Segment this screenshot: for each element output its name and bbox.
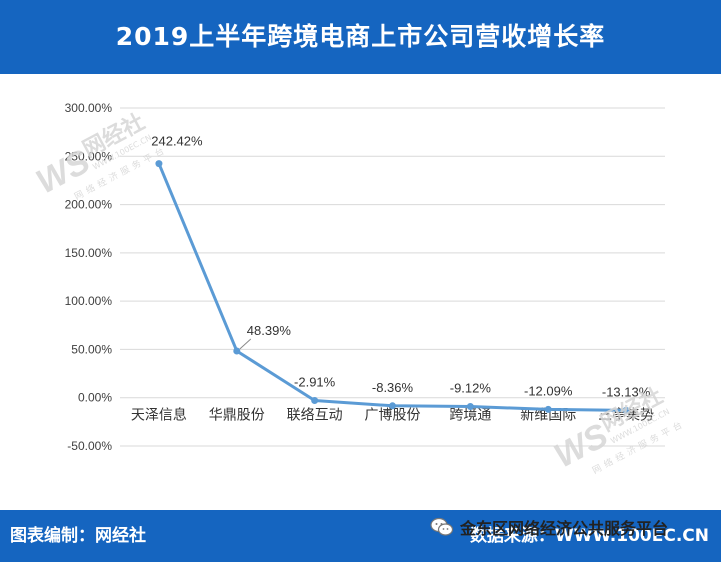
x-tick-label: 广博股份 <box>365 407 421 424</box>
data-source: 数据来源：WWW.100EC.CN <box>469 526 709 546</box>
data-point <box>311 397 319 405</box>
chart-title: 2019上半年跨境电商上市公司营收增长率 <box>115 22 606 51</box>
data-label: 242.42% <box>151 134 203 149</box>
data-label: -8.36% <box>372 380 414 395</box>
x-tick-label: 新维国际 <box>520 408 576 424</box>
wechat-icon <box>430 517 454 536</box>
data-point <box>233 347 241 355</box>
x-tick-label: 跨境通 <box>449 408 491 424</box>
x-tick-label: 联络互动 <box>287 408 343 424</box>
data-label: 48.39% <box>247 323 292 338</box>
data-label: -12.09% <box>524 383 573 398</box>
data-point <box>622 406 630 414</box>
data-label: -2.91% <box>294 375 336 390</box>
y-tick-label: 250.00% <box>65 149 113 163</box>
x-tick-label: 天泽信息 <box>131 407 187 424</box>
line-chart: 300.00% 250.00% 200.00% 150.00% 100.00% 50.00… <box>65 101 665 453</box>
watermark-logo-top: WS 网经社 WWW.100EC.CN 网络经济服务平台 <box>30 109 170 203</box>
data-point <box>389 402 396 410</box>
watermark-logo-bottom: WS 网经社 WWW.100EC.CN 网络经济服务平台 <box>548 383 688 477</box>
y-tick-label: 100.00% <box>65 294 113 308</box>
title-bar <box>0 0 721 74</box>
wechat-account-overlay: 金东区网络经济公共服务平台 <box>430 512 668 542</box>
y-tick-label: 300.00% <box>65 101 113 115</box>
data-point <box>466 403 474 411</box>
chart-area: 300.00% 250.00% 200.00% 150.00% 100.00% 50.00… <box>0 74 721 510</box>
y-tick-label: 150.00% <box>65 246 113 260</box>
wechat-account-name: 金东区网络经济公共服务平台 <box>460 519 669 538</box>
data-label: -9.12% <box>450 381 492 396</box>
footer-bar: 图表编制：网经社 数据来源：WWW.100EC.CN <box>0 510 721 562</box>
y-tick-label: 200.00% <box>65 198 113 212</box>
data-label: -13.13% <box>602 384 651 399</box>
y-tick-label: 50.00% <box>71 342 112 356</box>
data-label-leader <box>239 338 252 350</box>
y-tick-label: 0.00% <box>78 391 112 405</box>
y-tick-label: -50.00% <box>67 439 112 453</box>
data-point <box>155 160 163 168</box>
chart-credit: 图表编制：网经社 <box>10 526 146 546</box>
data-point <box>544 405 552 413</box>
x-tick-label: 华鼎股份 <box>209 408 265 424</box>
